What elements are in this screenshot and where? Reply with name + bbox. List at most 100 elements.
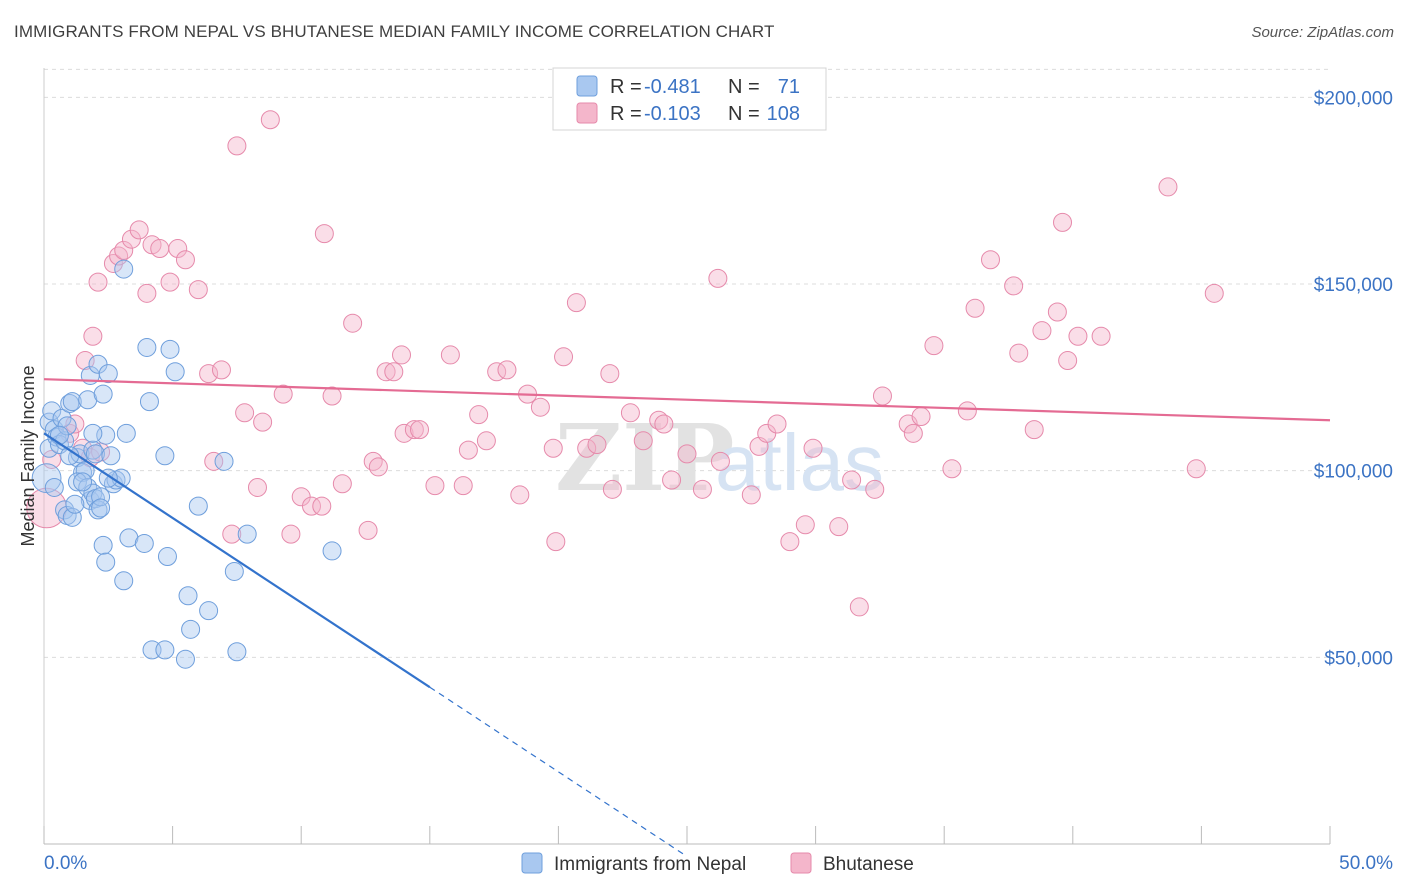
- bhutan-point: [795, 515, 815, 535]
- nepal-point: [49, 425, 69, 445]
- bhutan-point: [425, 476, 445, 496]
- bottom-legend-nepal: Immigrants from Nepal: [554, 854, 746, 875]
- nepal-point: [83, 440, 103, 460]
- bhutan-point: [530, 397, 550, 417]
- bhutan-point: [129, 220, 149, 240]
- bhutan-point: [410, 420, 430, 440]
- bhutan-point: [554, 347, 574, 367]
- bhutan-point: [803, 438, 823, 458]
- bhutan-point: [281, 524, 301, 544]
- nepal-point: [91, 487, 111, 507]
- legend-swatch-bhutan: [576, 102, 598, 124]
- bhutan-point: [602, 479, 622, 499]
- bottom-legend-swatch-bhutan: [790, 852, 812, 874]
- legend-n-value-2: 108: [767, 103, 800, 125]
- bhutan-point: [469, 405, 489, 425]
- y-tick-label: $200,000: [1314, 88, 1393, 109]
- bhutan-point: [227, 136, 247, 156]
- bhutan-point: [137, 283, 157, 303]
- nepal-point: [62, 392, 82, 412]
- bhutan-point: [376, 362, 396, 382]
- bhutan-point: [168, 239, 188, 259]
- bhutan-point: [577, 438, 597, 458]
- bhutan-point: [1047, 302, 1067, 322]
- series-legend: Immigrants from Nepal Bhutanese: [521, 852, 914, 875]
- tick-labels: $50,000 $100,000 $150,000 $200,000 0.0% 50.0%: [44, 88, 1393, 874]
- nepal-point: [114, 571, 134, 591]
- bhutan-point: [829, 517, 849, 537]
- bhutan-point: [404, 420, 424, 440]
- bhutan-point: [911, 407, 931, 427]
- bhutan-point: [1186, 459, 1206, 479]
- bhutan-point: [546, 532, 566, 552]
- bhutan-point: [204, 451, 224, 471]
- nepal-point: [157, 547, 177, 567]
- nepal-point: [98, 364, 118, 384]
- bhutan-point: [543, 438, 563, 458]
- bhutan-point: [235, 403, 255, 423]
- bhutan-point: [332, 474, 352, 494]
- stats-legend: R = -0.481 N = 71 R = -0.103 N = 108: [552, 67, 827, 131]
- y-axis-label: Median Family Income: [18, 365, 38, 546]
- data-points: [26, 110, 1224, 669]
- bhutan-point: [849, 597, 869, 617]
- nepal-point: [178, 586, 198, 606]
- bhutan-point: [160, 272, 180, 292]
- watermark-atlas: atlas: [715, 418, 884, 507]
- bhutan-point: [924, 336, 944, 356]
- y-tick-label: $50,000: [1324, 648, 1393, 669]
- bottom-legend-bhutan: Bhutanese: [823, 854, 914, 875]
- bhutan-point: [677, 444, 697, 464]
- nepal-point: [322, 541, 342, 561]
- nepal-point: [93, 535, 113, 555]
- bhutan-point: [476, 431, 496, 451]
- nepal-point: [93, 384, 113, 404]
- bhutan-point: [1009, 343, 1029, 363]
- bhutan-point: [384, 362, 404, 382]
- nepal-point: [67, 472, 87, 492]
- bhutan-point: [780, 532, 800, 552]
- bhutan-point: [903, 423, 923, 443]
- legend-n-label-2: N =: [728, 103, 760, 125]
- nepal-point: [199, 601, 219, 621]
- bhutan-point: [314, 224, 334, 244]
- bhutan-point: [1032, 321, 1052, 341]
- bhutan-point: [872, 386, 892, 406]
- bhutan-point: [1053, 212, 1073, 232]
- bhutan-point: [301, 496, 321, 516]
- bhutan-point: [566, 293, 586, 313]
- bhutan-point: [692, 479, 712, 499]
- bhutan-point: [222, 524, 242, 544]
- nepal-point: [60, 393, 80, 413]
- bhutan-point: [620, 403, 640, 423]
- bhutan-point: [358, 520, 378, 540]
- legend-r-value-2: -0.103: [644, 103, 701, 125]
- bhutan-point: [363, 451, 383, 471]
- legend-r-label-2: R =: [610, 103, 642, 125]
- nepal-point: [83, 423, 103, 443]
- y-tick-label: $100,000: [1314, 462, 1393, 483]
- bhutan-trend-line: [43, 378, 1331, 422]
- bhutan-point: [1004, 276, 1024, 296]
- bhutan-point: [65, 414, 85, 434]
- nepal-point: [188, 496, 208, 516]
- nepal-point: [85, 444, 105, 464]
- watermark-zip: ZIP: [555, 404, 734, 512]
- nepal-point: [65, 494, 85, 514]
- nepal-point: [214, 451, 234, 471]
- bhutan-point: [453, 476, 473, 496]
- nepal-point: [175, 649, 195, 669]
- bhutan-point: [649, 410, 669, 430]
- bhutan-point: [83, 326, 103, 346]
- bhutan-point: [260, 110, 280, 130]
- bhutan-point: [497, 360, 517, 380]
- nepal-point: [134, 533, 154, 553]
- bhutan-point: [150, 239, 170, 259]
- bhutan-point: [865, 479, 885, 499]
- bhutan-point: [710, 451, 730, 471]
- nepal-point: [155, 640, 175, 660]
- bhutan-point: [88, 272, 108, 292]
- bhutan-point: [175, 250, 195, 270]
- nepal-point: [137, 337, 157, 357]
- bhutan-point: [965, 298, 985, 318]
